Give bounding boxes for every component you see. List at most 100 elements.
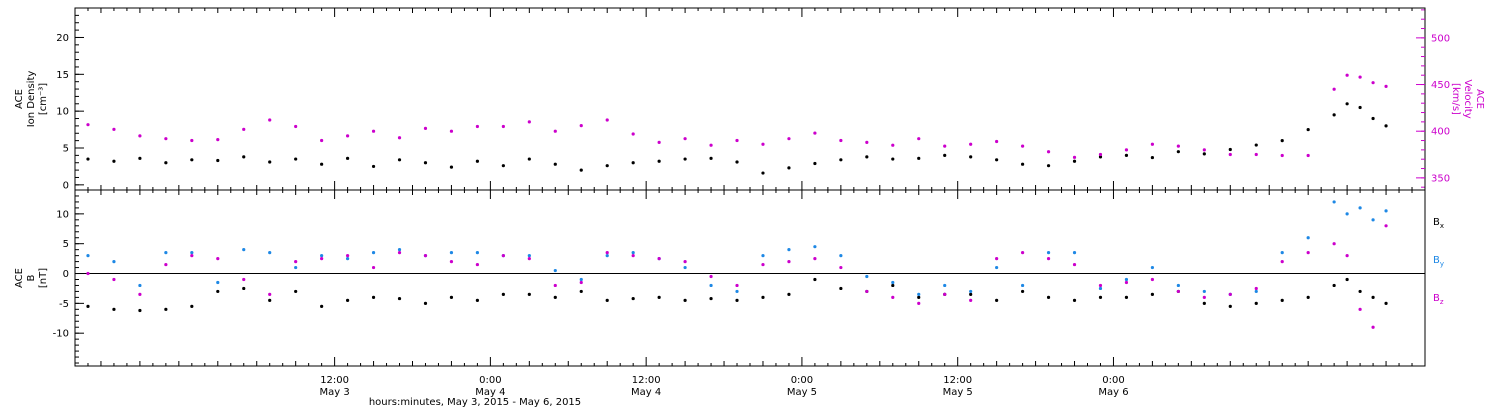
bottom-point (995, 265, 999, 270)
bottom-point (1332, 242, 1336, 246)
bottom-point (761, 295, 765, 299)
bottom-point (1098, 295, 1103, 299)
bottom-point (1124, 277, 1129, 282)
bottom-point (1046, 257, 1051, 261)
bottom-point (1124, 280, 1129, 285)
bottom-point (1046, 295, 1051, 299)
bottom-point (423, 254, 428, 258)
bottom-point (216, 257, 220, 261)
bottom-point (164, 262, 168, 267)
top-point (657, 140, 661, 144)
top-point (449, 129, 454, 133)
date-tick-label: May 5 (787, 387, 817, 398)
top-point (1371, 116, 1375, 121)
top-point (631, 132, 635, 136)
bottom-point (813, 277, 817, 282)
bottom-point (761, 262, 765, 267)
bottom-point (1384, 224, 1388, 228)
top-point (475, 124, 480, 129)
bottom-point (683, 265, 687, 270)
date-tick-label: May 4 (475, 387, 505, 398)
top-point (138, 156, 142, 160)
density-axis-tick-label: 20 (56, 33, 69, 44)
field-axis-label-line2: B (26, 274, 37, 281)
top-point (1046, 164, 1051, 168)
bottom-point (1384, 301, 1388, 305)
bottom-panel: -10 -5 0 5 10 ACE B [nT] Bx By Bz (14, 189, 1444, 367)
top-panel-frame (74, 7, 1426, 191)
top-point (112, 159, 116, 163)
top-point (501, 164, 505, 168)
top-point (1176, 144, 1180, 148)
top-point (1345, 102, 1349, 106)
top-point (294, 157, 298, 161)
bottom-point (1072, 298, 1077, 302)
bottom-point (1228, 304, 1232, 308)
bottom-point (294, 289, 298, 294)
top-point (813, 161, 817, 166)
bottom-point (371, 295, 376, 299)
bottom-point (475, 262, 480, 267)
bottom-point (449, 251, 454, 255)
bottom-point (1280, 298, 1284, 302)
top-point (112, 127, 116, 131)
bottom-point (1098, 283, 1103, 288)
bottom-point (1358, 307, 1362, 311)
bottom-point (709, 283, 713, 288)
bottom-point (813, 245, 817, 249)
bottom-point (397, 251, 402, 255)
top-point (190, 138, 194, 143)
bottom-point (345, 257, 350, 261)
bottom-point (735, 289, 739, 294)
bottom-point (1371, 218, 1375, 222)
top-point (164, 137, 168, 141)
density-axis-label-line1: ACE (14, 89, 25, 109)
bottom-point (1124, 295, 1129, 299)
top-point (787, 166, 791, 170)
density-axis-label-line2: Ion Density (26, 71, 37, 128)
bottom-point (475, 251, 480, 255)
bottom-point (1345, 254, 1349, 258)
bottom-point (579, 277, 583, 282)
bottom-point (995, 298, 999, 302)
top-point (891, 157, 895, 161)
top-point (1228, 147, 1232, 152)
bottom-point (449, 259, 454, 264)
bottom-point (813, 257, 817, 261)
legend-bz-label: B (1433, 293, 1440, 304)
bottom-point (164, 307, 168, 311)
top-panel-series (86, 73, 1388, 175)
bottom-point (1254, 286, 1258, 291)
top-point (1306, 127, 1310, 132)
bottom-point (631, 251, 635, 255)
top-point (943, 153, 947, 157)
top-point (1280, 139, 1284, 143)
velocity-axis-tick-label: 500 (1431, 33, 1450, 44)
bottom-point (138, 308, 142, 313)
bottom-point (943, 292, 947, 297)
bottom-point (787, 259, 791, 264)
bottom-point (579, 289, 583, 294)
bottom-point (969, 298, 973, 302)
top-point (1124, 148, 1129, 152)
bottom-point (320, 254, 324, 258)
bottom-panel-series (86, 200, 1388, 329)
bottom-point (371, 265, 376, 270)
top-point (579, 124, 583, 128)
bottom-point (1020, 283, 1025, 288)
bottom-point (1306, 251, 1310, 255)
bottom-point (242, 248, 246, 252)
top-point (553, 129, 557, 133)
top-point (1202, 148, 1206, 152)
bottom-point (475, 298, 480, 302)
top-point (1358, 75, 1362, 79)
time-axis-title: hours:minutes, May 3, 2015 - May 6, 2015 (369, 397, 581, 408)
bottom-point (397, 296, 402, 301)
field-axis-tick-label: -10 (53, 329, 69, 340)
top-point (709, 156, 713, 160)
top-point (1254, 152, 1258, 157)
top-point (1345, 73, 1349, 77)
top-point (683, 157, 687, 161)
bottom-point (683, 259, 687, 264)
